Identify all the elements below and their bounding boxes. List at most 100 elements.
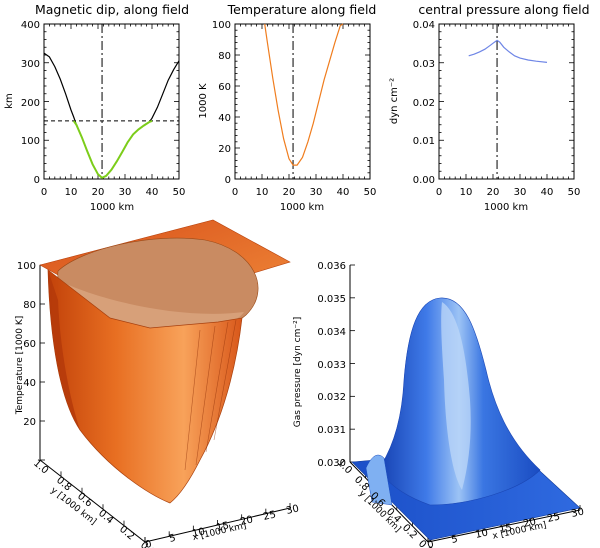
temp-surface-xtick-1: 5 (168, 533, 177, 545)
temp-surface-yaxis (39, 459, 146, 543)
pres-surface-ztick-0.035: 0.035 (317, 294, 346, 305)
panel2-xlabel: 1000 km (280, 202, 324, 213)
panel2-ytick-3: 60 (218, 82, 231, 93)
temp-surface-xtick-2: 10 (191, 526, 206, 540)
panel1-xtick-5: 50 (173, 187, 186, 198)
panel3-frame (438, 23, 575, 180)
panel2-xtick-4: 40 (337, 187, 350, 198)
panel3-ytick-3: 0.03 (413, 59, 435, 70)
temp-surface-ytick-5: 1.0 (31, 458, 50, 477)
panel1-xtick-4: 40 (146, 187, 159, 198)
pres-surface-xtick-5: 25 (546, 512, 561, 525)
panel1-xlabel: 1000 km (90, 202, 134, 213)
temp-surface-xtick-0: 0 (144, 539, 153, 548)
panel2-plot (264, 23, 344, 179)
temp-surface-ztick-60: 60 (23, 339, 36, 350)
panel2-xtick-2: 20 (283, 187, 296, 198)
panel3-series-central-pressure (468, 39, 548, 63)
panel-pressure-surface: 0.036 0.035 0.034 0.033 0.032 0.031 0.0 3… (293, 261, 585, 548)
pres-surface-xtick-4: 20 (522, 517, 537, 530)
pres-surface-left-flank (365, 454, 393, 506)
panel2-ytick-4: 80 (218, 51, 231, 62)
temp-surface-zlabel: Temperature [1000 K] (15, 316, 25, 416)
panel2-series-temperature (264, 23, 344, 166)
temp-surface-ylabel: y [1000 km] (48, 486, 97, 528)
panel3-ytick-2: 0.02 (413, 98, 435, 109)
panel1-plot (43, 24, 180, 179)
panel1-xtick-2: 20 (92, 187, 105, 198)
pres-surface-highlight (441, 302, 471, 490)
panel1-ytick-4: 400 (21, 20, 40, 31)
panel3-xtick-3: 30 (514, 187, 527, 198)
panel1-ytick-2: 200 (21, 98, 40, 109)
panel1-series-dip-below-threshold- (72, 119, 153, 179)
pres-surface-ztick-0.033: 0.033 (317, 360, 346, 371)
panel1-ylabel: km (4, 93, 15, 109)
panel2-xtick-3: 30 (310, 187, 323, 198)
panel1-ytick-0: 0 (34, 175, 40, 186)
panel1-ticks (43, 23, 180, 180)
panel1-xtick-1: 10 (65, 187, 78, 198)
temp-surface-ticks (39, 264, 291, 542)
panel2-ytick-2: 40 (218, 113, 231, 124)
temp-surface-ztick-100: 100 (17, 261, 36, 272)
panel3-ticks (438, 23, 575, 180)
panel2-ylabel: 1000 K (198, 83, 209, 119)
temp-surface-ytick-0: 0.0 (138, 540, 157, 548)
pres-surface-ztick-0.031: 0.031 (317, 425, 346, 436)
panel2-frame (234, 23, 371, 180)
pres-surface-xtick-3: 15 (498, 523, 513, 536)
panel1-xtick-3: 30 (119, 187, 132, 198)
temp-surface-dark-edge (48, 270, 80, 430)
temp-surface-ztick-40: 40 (23, 378, 36, 389)
panel1-series-dip (43, 52, 180, 179)
temp-surface-xtick-4: 20 (239, 514, 254, 528)
pres-surface-ztick-0.034: 0.034 (317, 327, 346, 338)
panel2-ytick-1: 20 (218, 144, 231, 155)
panel2-xtick-0: 0 (232, 187, 238, 198)
temp-surface-ridge-lines (184, 319, 237, 471)
panel2-ytick-5: 100 (212, 20, 231, 31)
temp-surface-ztick-20: 20 (23, 417, 36, 428)
panel-central-pressure: central pressure along field 0.00 0.01 0… (389, 2, 590, 213)
pres-surface-xtick-0: 0 (426, 539, 435, 548)
panel1-ytick-3: 300 (21, 59, 40, 70)
panel2-xtick-5: 50 (364, 187, 377, 198)
panel3-ytick-4: 0.04 (413, 20, 435, 31)
panel3-xlabel: 1000 km (484, 202, 528, 213)
pres-surface-xtick-1: 5 (450, 534, 459, 546)
panel1-xtick-0: 0 (41, 187, 47, 198)
panel1-title: Magnetic dip, along field (35, 2, 189, 17)
panel-magnetic-dip: Magnetic dip, along field 0 100 200 300 … (4, 2, 189, 213)
panel3-plot (468, 24, 548, 179)
temp-surface-ytick-1: 0.2 (117, 524, 136, 543)
pres-surface-ztick-0.036: 0.036 (317, 261, 346, 272)
panel3-title: central pressure along field (418, 2, 589, 17)
temp-surface-xtick-6: 30 (285, 503, 300, 517)
temp-surface-ztick-80: 80 (23, 300, 36, 311)
pres-surface-xtick-6: 30 (570, 507, 585, 520)
panel1-frame (43, 23, 180, 180)
pres-surface-xtick-2: 10 (474, 528, 489, 541)
temp-surface-xtick-3: 15 (215, 520, 230, 534)
pres-surface-zlabel: Gas pressure [dyn cm⁻²] (293, 317, 303, 427)
panel2-ytick-0: 0 (225, 175, 231, 186)
pres-surface-ztick-0.032: 0.032 (317, 392, 346, 403)
temp-surface-xtick-5: 25 (262, 509, 277, 523)
panel3-xtick-1: 10 (460, 187, 473, 198)
panel3-xtick-5: 50 (568, 187, 581, 198)
panel3-ytick-1: 0.01 (413, 136, 435, 147)
panel3-xtick-4: 40 (541, 187, 554, 198)
panel-temperature: Temperature along field 0 20 40 60 80 10… (198, 2, 376, 213)
panel2-title: Temperature along field (227, 2, 377, 17)
panel3-ylabel: dyn cm⁻² (389, 78, 400, 124)
temp-surface-ytick-2: 0.4 (96, 508, 115, 527)
panel3-xtick-2: 20 (487, 187, 500, 198)
panel1-ytick-1: 100 (21, 136, 40, 147)
panel3-xtick-0: 0 (436, 187, 442, 198)
panel3-ytick-0: 0.00 (413, 175, 435, 186)
pres-surface-ytick-0: 0.0 (416, 538, 435, 548)
panel-temperature-surface: 100 80 60 40 20 Temperature [1000 K] y [… (15, 219, 300, 548)
panel2-xtick-1: 10 (256, 187, 269, 198)
